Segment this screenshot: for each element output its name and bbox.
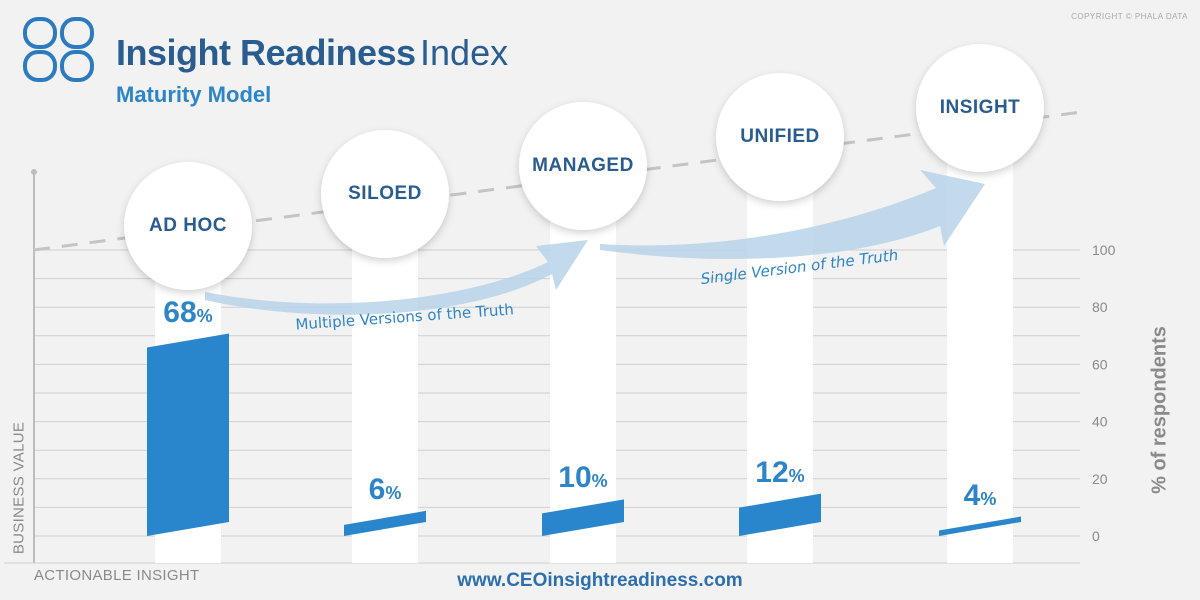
value-label: 4% xyxy=(964,479,997,513)
value-number: 10 xyxy=(558,461,592,495)
value-number: 68 xyxy=(163,295,197,329)
bar-insight xyxy=(939,516,1021,536)
stage-label: AD HOC xyxy=(149,215,227,236)
title-bold: Insight Readiness xyxy=(116,32,416,73)
bar-siloed xyxy=(344,510,426,536)
stage-circle xyxy=(321,130,449,258)
value-label: 10% xyxy=(558,461,607,495)
bar-managed xyxy=(542,499,624,536)
arrow-shape-first xyxy=(205,240,588,315)
y-tick-label: 100 xyxy=(1092,242,1116,258)
stage-column xyxy=(747,137,813,563)
page-subtitle: Maturity Model xyxy=(116,82,272,107)
page-title: Insight Readiness Index xyxy=(116,32,508,74)
value-label: 12% xyxy=(755,456,804,490)
value-number: 4 xyxy=(963,478,981,512)
y-axis-label-right: % of respondents xyxy=(1148,326,1171,494)
value-unit: % xyxy=(980,488,997,509)
bar-unified xyxy=(739,493,821,536)
x-axis-label: ACTIONABLE INSIGHT xyxy=(34,567,200,584)
stage-label: MANAGED xyxy=(532,155,634,176)
bar-ad-hoc xyxy=(147,333,229,536)
stage-label: SILOED xyxy=(348,183,422,204)
stage-circle xyxy=(916,44,1044,172)
y-tick-label: 0 xyxy=(1092,528,1100,544)
y-tick-label: 20 xyxy=(1092,471,1108,487)
value-unit: % xyxy=(788,465,805,486)
copyright-notice: COPYRIGHT © PHALA DATA xyxy=(1071,12,1188,21)
stage-circle xyxy=(124,162,252,290)
stage-circle xyxy=(716,73,844,201)
y-axis-label-left: BUSINESS VALUE xyxy=(10,421,28,555)
y-tick-label: 80 xyxy=(1092,299,1108,315)
y-tick-label: 60 xyxy=(1092,356,1108,372)
stage-label: INSIGHT xyxy=(939,97,1021,118)
footer-url-link[interactable]: www.CEOinsightreadiness.com xyxy=(457,570,743,591)
quatrefoil-logo-icon xyxy=(23,17,94,82)
y-tick-label: 40 xyxy=(1092,414,1108,430)
left-axis-cap xyxy=(31,169,37,175)
stage-label: UNIFIED xyxy=(740,126,820,147)
stage-circle xyxy=(519,102,647,230)
value-number: 12 xyxy=(755,455,789,489)
value-number: 6 xyxy=(368,472,386,506)
value-label: 68% xyxy=(163,296,212,330)
value-label: 6% xyxy=(369,473,402,507)
value-unit: % xyxy=(196,305,213,326)
title-light: Index xyxy=(420,32,509,73)
stage-column xyxy=(550,166,616,563)
arrow-shape-second xyxy=(600,170,985,259)
value-unit: % xyxy=(385,482,402,503)
value-unit: % xyxy=(591,471,608,492)
